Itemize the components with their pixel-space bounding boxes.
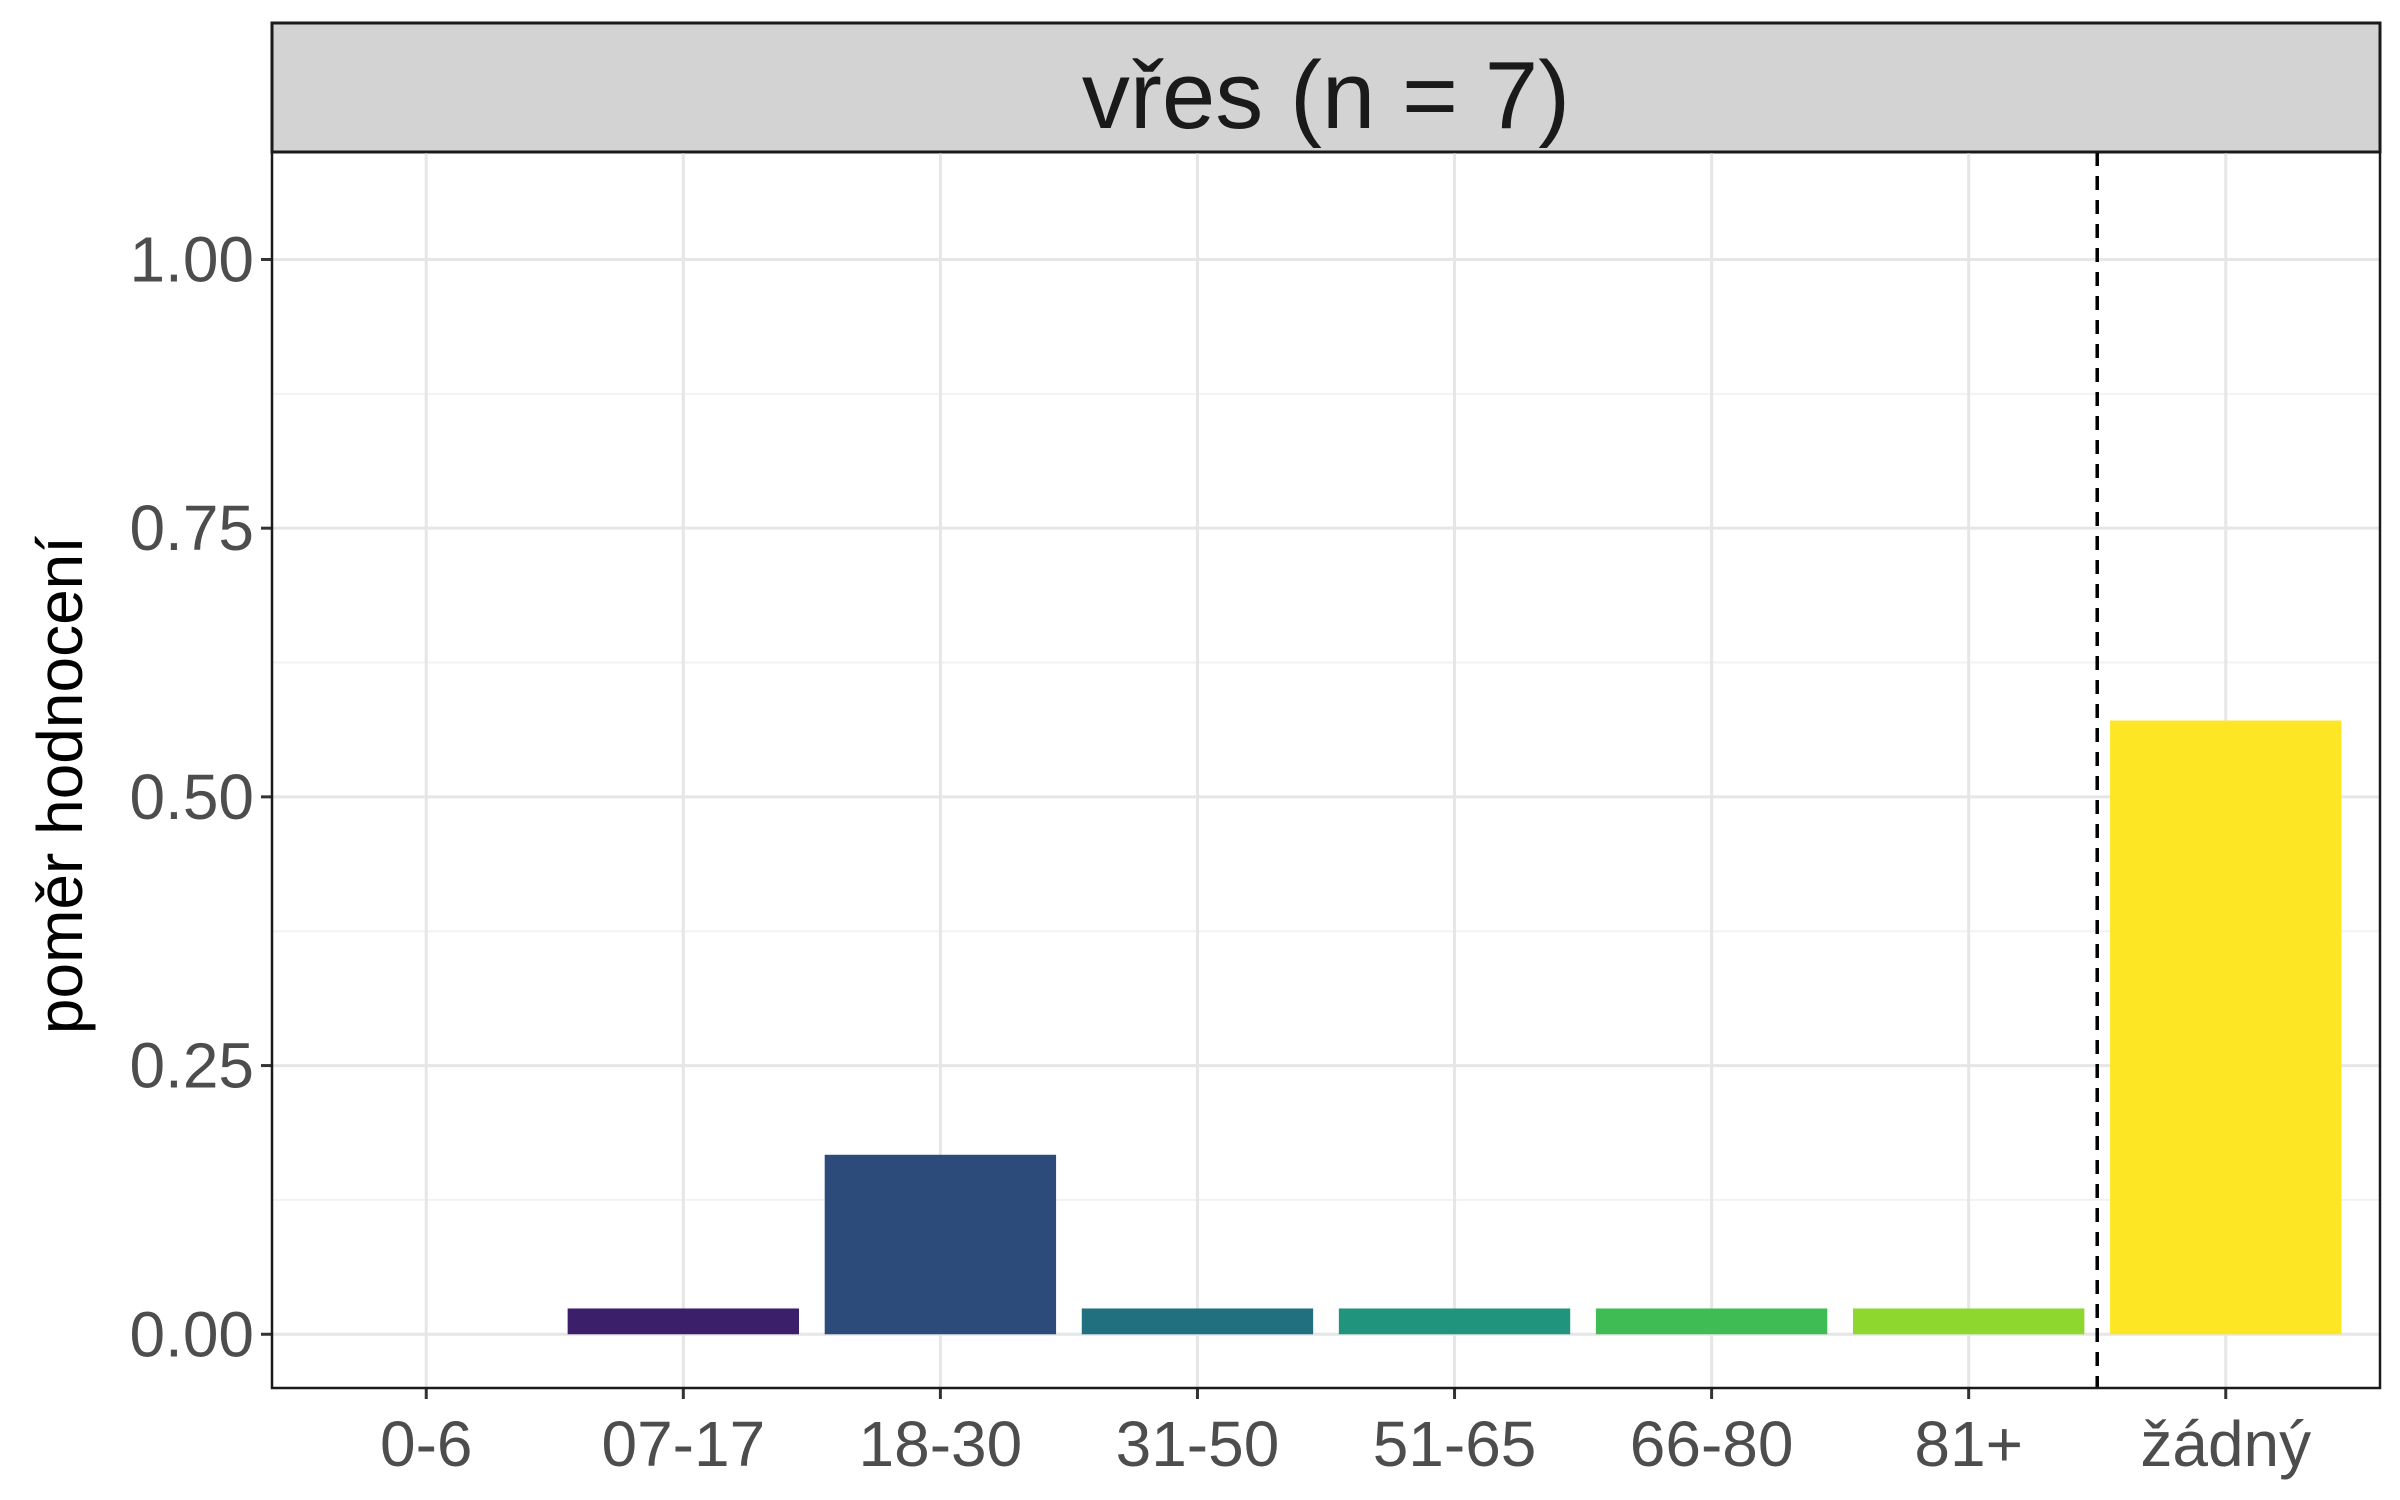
bar-07-17 <box>567 1308 799 1335</box>
y-axis-title: poměr hodnocení <box>24 536 96 1034</box>
x-tick-label: 51-65 <box>1373 1408 1537 1480</box>
facet-strip <box>270 21 2382 154</box>
y-tick-label: 0.25 <box>129 1030 254 1102</box>
bar-18-30 <box>824 1154 1057 1335</box>
bar-51-65 <box>1338 1308 1571 1335</box>
x-tick-label: žádný <box>2140 1408 2311 1480</box>
y-tick-label: 0.75 <box>129 492 254 564</box>
y-tick-label: 0.00 <box>129 1298 254 1370</box>
x-axis: 0-6 07-17 18-30 31-50 51-65 66-80 81+ žádný <box>380 1388 2311 1480</box>
y-axis: 0.00 0.25 0.50 0.75 1.00 <box>129 223 272 1370</box>
bar-31-50 <box>1081 1308 1314 1335</box>
x-tick-label: 07-17 <box>601 1408 765 1480</box>
y-tick-label: 0.50 <box>129 761 254 833</box>
bar-81+ <box>1853 1308 2085 1335</box>
bar-66-80 <box>1595 1308 1828 1335</box>
x-tick-label: 0-6 <box>380 1408 473 1480</box>
bar-žádný <box>2110 720 2342 1335</box>
grid <box>272 152 2380 1388</box>
y-tick-label: 1.00 <box>129 223 254 295</box>
x-tick-label: 81+ <box>1914 1408 2023 1480</box>
x-tick-label: 31-50 <box>1116 1408 1280 1480</box>
x-tick-label: 18-30 <box>859 1408 1023 1480</box>
panel-border <box>270 150 2382 1390</box>
chart-title: vřes (n = 7) <box>1082 42 1570 149</box>
bars <box>567 720 2342 1335</box>
x-tick-label: 66-80 <box>1630 1408 1794 1480</box>
